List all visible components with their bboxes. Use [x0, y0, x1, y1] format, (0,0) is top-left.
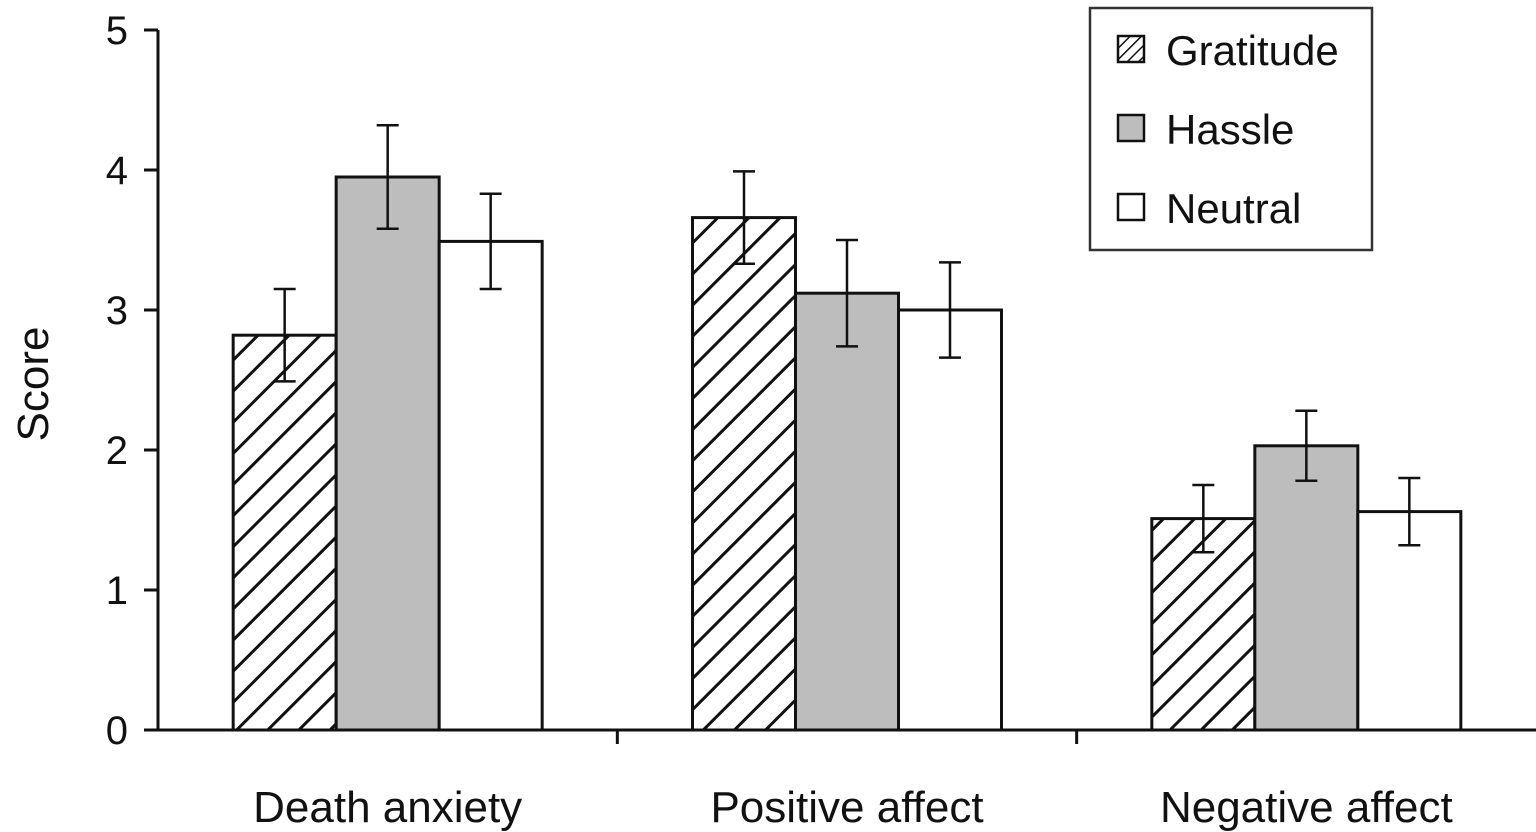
y-tick-label: 4	[106, 149, 128, 193]
bar-hassle-2	[1253, 444, 1360, 732]
bar-gratitude-1	[691, 216, 797, 732]
legend-items: Gratitude Hassle Neutral	[1116, 27, 1339, 232]
legend-label-gratitude: Gratitude	[1166, 27, 1339, 74]
axes-group	[156, 30, 1536, 732]
bars-group	[231, 175, 1463, 732]
category-label: Death anxiety	[253, 783, 522, 832]
error-bars-group	[273, 123, 1421, 554]
bar-hassle-1	[794, 291, 900, 732]
legend: Gratitude Hassle Neutral	[1088, 6, 1374, 252]
category-labels: Death anxiety Positive affect Negative aff…	[253, 783, 1453, 832]
legend-swatch-hassle	[1116, 113, 1146, 143]
y-tick-label: 3	[106, 289, 128, 333]
category-label: Negative affect	[1160, 783, 1453, 832]
bar-hassle-0	[334, 175, 441, 732]
legend-label-hassle: Hassle	[1166, 106, 1294, 153]
y-tick-label: 0	[106, 709, 128, 753]
y-tick-label: 1	[106, 569, 128, 613]
y-axis-ticks: 0 1 2 3 4 5	[106, 9, 158, 753]
legend-swatch-neutral	[1116, 192, 1146, 222]
legend-label-neutral: Neutral	[1166, 185, 1301, 232]
x-axis-ticks	[615, 730, 1079, 744]
y-tick-label: 2	[106, 429, 128, 473]
legend-swatch-gratitude	[1116, 34, 1146, 64]
y-tick-label: 5	[106, 9, 128, 53]
y-axis-title: Score	[9, 327, 58, 442]
bar-neutral-0	[437, 239, 544, 732]
bar-neutral-1	[897, 308, 1003, 732]
category-label: Positive affect	[710, 783, 983, 832]
bar-gratitude-0	[231, 333, 338, 732]
